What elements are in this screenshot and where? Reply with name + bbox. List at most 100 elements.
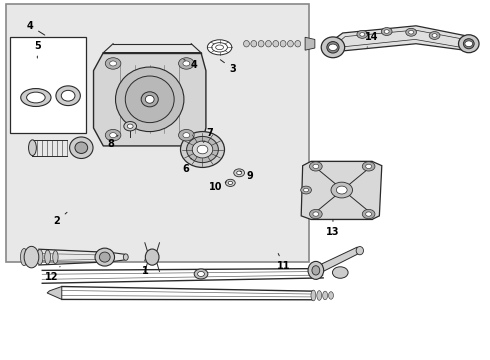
Text: 3: 3 — [220, 60, 236, 74]
Ellipse shape — [266, 41, 271, 47]
Circle shape — [381, 28, 392, 36]
Ellipse shape — [317, 291, 322, 300]
Ellipse shape — [464, 39, 474, 49]
Ellipse shape — [234, 169, 245, 177]
Ellipse shape — [45, 250, 50, 264]
Ellipse shape — [26, 92, 45, 103]
Ellipse shape — [37, 249, 43, 265]
Text: 10: 10 — [209, 182, 226, 192]
Ellipse shape — [146, 95, 154, 103]
Text: 8: 8 — [107, 135, 118, 149]
Ellipse shape — [28, 140, 36, 156]
Ellipse shape — [311, 290, 316, 301]
Text: 6: 6 — [182, 158, 191, 174]
Ellipse shape — [228, 181, 233, 184]
Ellipse shape — [212, 42, 227, 52]
Text: 9: 9 — [240, 171, 253, 181]
Circle shape — [301, 186, 312, 194]
Circle shape — [183, 61, 190, 66]
Ellipse shape — [280, 41, 286, 47]
Text: 4: 4 — [26, 21, 45, 35]
Circle shape — [178, 130, 194, 141]
Text: 5: 5 — [34, 41, 41, 58]
Ellipse shape — [295, 41, 301, 47]
Circle shape — [313, 164, 319, 168]
Ellipse shape — [141, 92, 158, 107]
Ellipse shape — [207, 40, 232, 55]
Text: 14: 14 — [365, 32, 379, 47]
Circle shape — [362, 210, 375, 219]
Circle shape — [362, 162, 375, 171]
Circle shape — [360, 33, 365, 36]
Circle shape — [124, 122, 137, 131]
Ellipse shape — [237, 171, 242, 175]
Circle shape — [178, 58, 194, 69]
Ellipse shape — [321, 37, 344, 58]
Ellipse shape — [187, 136, 219, 163]
Ellipse shape — [56, 86, 80, 105]
Ellipse shape — [288, 41, 294, 47]
Circle shape — [110, 61, 117, 66]
Circle shape — [310, 162, 322, 171]
Ellipse shape — [273, 41, 279, 47]
Polygon shape — [333, 26, 470, 54]
Ellipse shape — [323, 291, 328, 300]
Ellipse shape — [258, 41, 264, 47]
Ellipse shape — [197, 145, 208, 154]
Ellipse shape — [312, 266, 320, 275]
Ellipse shape — [99, 252, 110, 262]
Circle shape — [406, 28, 416, 36]
Circle shape — [331, 182, 352, 198]
Circle shape — [332, 267, 348, 278]
Ellipse shape — [225, 179, 235, 186]
Circle shape — [310, 210, 322, 219]
Circle shape — [105, 58, 121, 69]
Ellipse shape — [21, 89, 51, 107]
Circle shape — [384, 30, 389, 33]
Ellipse shape — [216, 45, 223, 50]
Ellipse shape — [123, 254, 128, 260]
Circle shape — [329, 44, 337, 50]
Ellipse shape — [180, 132, 224, 167]
Ellipse shape — [75, 142, 88, 153]
Circle shape — [357, 31, 368, 39]
Text: 13: 13 — [326, 220, 340, 237]
Ellipse shape — [192, 141, 213, 158]
Ellipse shape — [194, 269, 208, 279]
Text: 7: 7 — [203, 129, 213, 142]
Text: 4: 4 — [184, 59, 197, 70]
Ellipse shape — [70, 137, 93, 158]
Ellipse shape — [125, 76, 174, 123]
Circle shape — [429, 32, 440, 40]
Circle shape — [366, 212, 371, 216]
Ellipse shape — [329, 292, 333, 299]
Polygon shape — [305, 37, 315, 50]
Text: 12: 12 — [45, 266, 60, 282]
Circle shape — [127, 124, 133, 129]
Bar — [10, 37, 86, 134]
Circle shape — [304, 188, 309, 192]
Ellipse shape — [459, 35, 479, 53]
Ellipse shape — [28, 249, 35, 265]
Ellipse shape — [197, 271, 204, 276]
Ellipse shape — [356, 247, 364, 255]
Ellipse shape — [146, 249, 159, 265]
Bar — [5, 4, 309, 262]
Ellipse shape — [116, 67, 184, 132]
Ellipse shape — [327, 41, 339, 53]
Circle shape — [366, 164, 371, 168]
Circle shape — [409, 31, 414, 34]
Ellipse shape — [24, 246, 39, 268]
Polygon shape — [94, 53, 206, 146]
Ellipse shape — [95, 248, 115, 266]
Text: 2: 2 — [53, 212, 67, 226]
Circle shape — [432, 34, 437, 37]
Polygon shape — [47, 287, 62, 300]
Circle shape — [183, 133, 190, 138]
Ellipse shape — [53, 251, 58, 264]
Circle shape — [105, 130, 121, 141]
Ellipse shape — [244, 41, 249, 47]
Polygon shape — [322, 247, 357, 272]
Ellipse shape — [61, 90, 75, 101]
Ellipse shape — [308, 261, 324, 279]
